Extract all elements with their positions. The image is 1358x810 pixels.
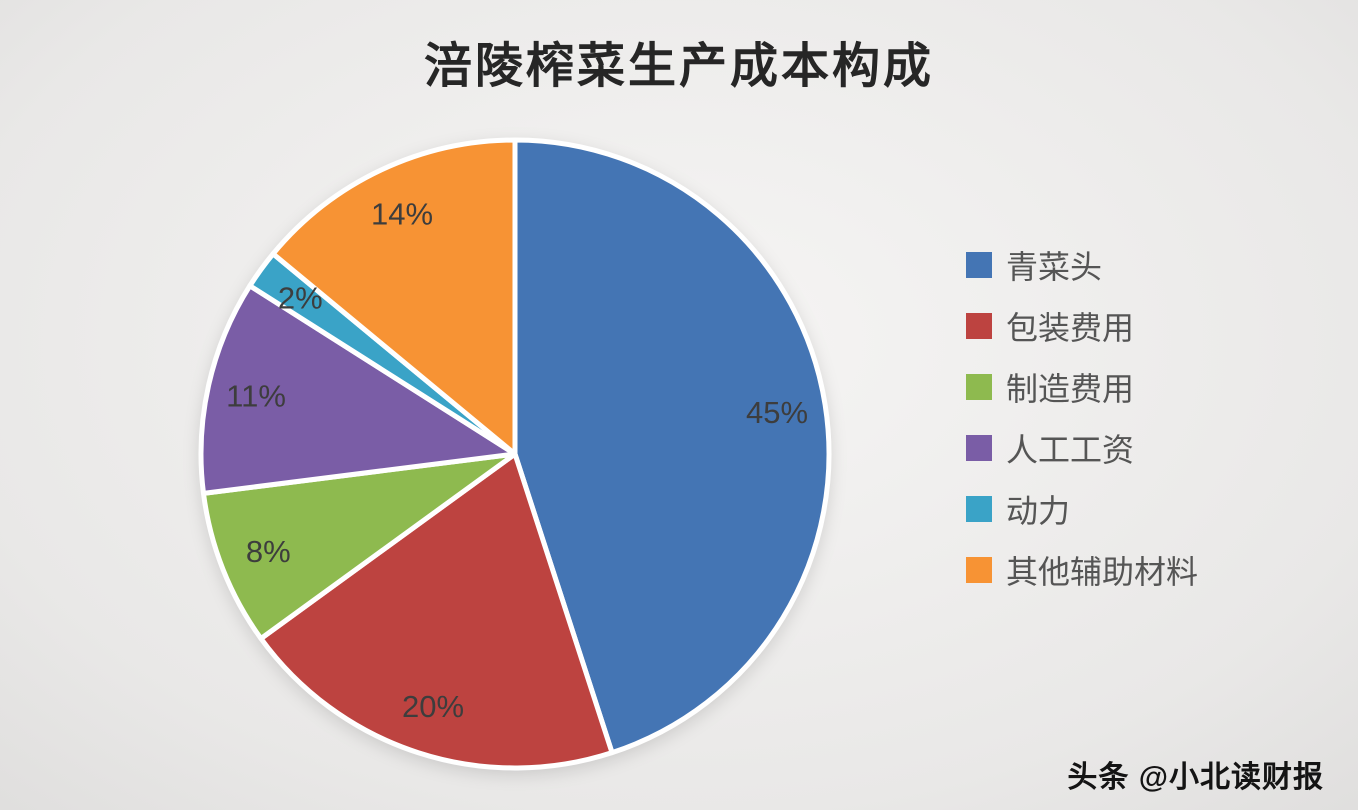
legend-label: 动力 <box>1006 493 1071 529</box>
legend-item: 其他辅助材料 <box>966 553 1198 590</box>
legend-label: 制造费用 <box>1006 371 1135 407</box>
legend: 青菜头包装费用制造费用人工工资动力其他辅助材料 <box>966 248 1198 590</box>
legend-swatch <box>966 252 992 278</box>
legend-swatch <box>966 435 992 461</box>
slice-label: 8% <box>246 534 291 569</box>
legend-item: 制造费用 <box>966 370 1198 407</box>
slice-label: 45% <box>746 395 808 430</box>
slice-label: 20% <box>402 689 464 724</box>
legend-swatch <box>966 557 992 583</box>
slice-label: 14% <box>371 196 433 231</box>
legend-label: 人工工资 <box>1006 432 1135 468</box>
legend-swatch <box>966 374 992 400</box>
pie-slice <box>258 451 615 771</box>
slice-label: 11% <box>226 379 286 414</box>
legend-swatch <box>966 313 992 339</box>
slice-label: 2% <box>278 281 323 316</box>
chart-title: 涪陵榨菜生产成本构成 <box>423 40 934 93</box>
pie-slice <box>270 137 518 457</box>
legend-label: 其他辅助材料 <box>1006 554 1199 590</box>
legend-item: 青菜头 <box>966 248 1198 285</box>
pie-slice <box>200 451 518 642</box>
legend-label: 包装费用 <box>1006 310 1135 346</box>
legend-label: 青菜头 <box>1006 249 1103 285</box>
legend-swatch <box>966 496 992 522</box>
pie-slice <box>198 283 518 496</box>
legend-item: 包装费用 <box>966 309 1198 346</box>
pie-slice <box>512 137 832 756</box>
watermark: 头条 @小北读财报 <box>1067 761 1324 794</box>
legend-item: 动力 <box>966 492 1198 529</box>
legend-item: 人工工资 <box>966 431 1198 468</box>
